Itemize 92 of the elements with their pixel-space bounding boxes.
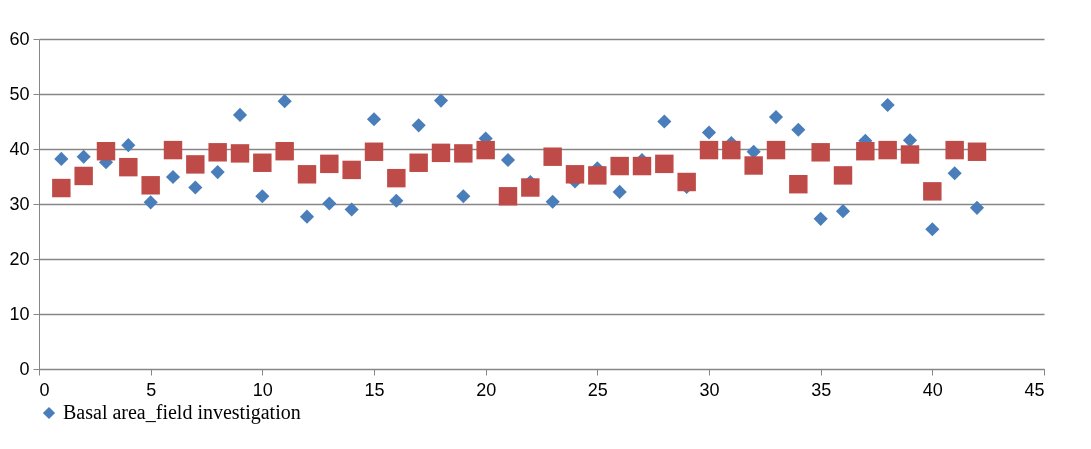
point [433,93,449,108]
point [813,211,828,226]
point [165,169,181,185]
point [969,200,985,215]
point [498,187,518,206]
y-tick-label: 30 [9,193,30,214]
point [411,118,426,133]
point [655,154,674,174]
point [945,140,964,160]
point [543,147,562,166]
point [947,166,962,181]
point [163,140,183,160]
point [565,165,585,184]
point [74,166,93,186]
point [387,168,406,188]
point [188,180,203,195]
point [521,178,540,197]
point [366,112,382,127]
point [476,140,495,160]
y-tick-label: 40 [9,138,30,159]
point [186,155,205,174]
y-tick-label: 0 [19,358,30,379]
point [297,165,317,184]
point [299,209,315,224]
point [230,144,250,163]
x-tick-label: 5 [146,379,157,400]
point [121,138,136,153]
y-tick-label: 20 [9,248,30,269]
point [612,184,627,199]
point [389,193,404,208]
point [322,196,337,211]
point [320,154,339,174]
point [143,195,158,210]
x-tick-label: 30 [699,379,720,400]
point [344,202,359,217]
point [119,157,138,177]
point [76,149,91,164]
point [545,194,560,209]
x-tick-label: 35 [811,379,832,400]
x-tick-label: 20 [476,379,497,400]
point [768,110,784,125]
point [811,143,830,162]
point [210,165,225,180]
point [967,142,987,161]
point [364,142,384,161]
point [588,166,607,185]
point [141,176,160,195]
point [54,151,69,166]
point [902,133,918,148]
point [277,94,292,109]
x-tick-label: 40 [922,379,943,400]
point [833,166,853,185]
point [431,143,451,163]
x-tick-label: 25 [587,379,608,400]
x-tick-label: 0 [39,379,50,400]
point [96,141,116,161]
point [255,189,270,204]
point [856,141,875,161]
point [500,152,516,168]
point [657,114,672,129]
point [744,156,763,175]
point [789,174,808,194]
point [923,182,942,201]
point [722,140,741,160]
point [632,156,652,176]
x-tick-label: 15 [364,379,385,400]
x-tick-label: 10 [252,379,273,400]
point [52,178,71,198]
y-tick-label: 50 [9,83,30,104]
point [677,172,696,192]
point [456,189,471,204]
point [610,156,629,176]
point [766,140,786,160]
legend-label: Basal area_field investigation [63,401,301,424]
point [880,97,895,113]
point [275,141,294,161]
point [342,160,361,180]
point [835,204,851,219]
point [878,140,897,160]
point [900,145,920,164]
point [232,107,248,122]
point [699,140,719,160]
point [208,143,227,162]
x-tick-label: 45 [1024,379,1045,400]
point [253,153,272,172]
point [791,122,806,137]
y-tick-label: 10 [9,303,30,324]
point [454,144,473,163]
point [409,153,428,172]
point [701,125,717,140]
y-tick-label: 60 [9,28,30,49]
point [925,222,940,237]
